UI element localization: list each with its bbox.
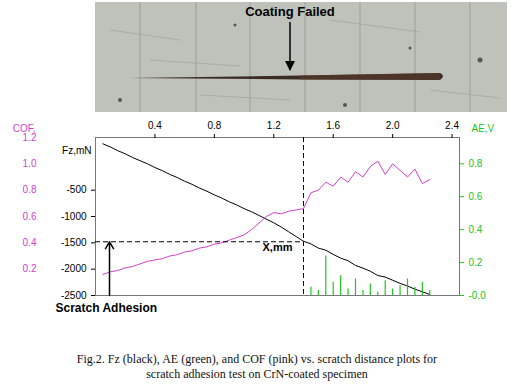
html-text:Fig.2. Fz (black), AE (green),: Fig.2. Fz (black), AE (green), and COF (… xyxy=(76,352,438,381)
svg-text:-1500: -1500 xyxy=(61,237,87,248)
svg-text:-2500: -2500 xyxy=(61,290,87,301)
svg-text:1.0: 1.0 xyxy=(23,158,37,169)
svg-text:-1000: -1000 xyxy=(61,211,87,222)
svg-text:2.4: 2.4 xyxy=(445,120,459,131)
svg-text:0.4: 0.4 xyxy=(23,237,37,248)
svg-text:-0.0: -0.0 xyxy=(469,290,487,301)
svg-text:0.2: 0.2 xyxy=(469,257,483,268)
svg-text:X,mm: X,mm xyxy=(263,241,293,253)
svg-text:0.6: 0.6 xyxy=(469,191,483,202)
svg-text:1.2: 1.2 xyxy=(267,120,281,131)
svg-text:0.8: 0.8 xyxy=(469,158,483,169)
svg-text:0.2: 0.2 xyxy=(23,263,37,274)
svg-text:0.6: 0.6 xyxy=(23,211,37,222)
svg-text:2.0: 2.0 xyxy=(386,120,400,131)
svg-text:COF,: COF, xyxy=(13,123,36,134)
svg-text:1.6: 1.6 xyxy=(326,120,340,131)
svg-text:Coating Failed: Coating Failed xyxy=(245,4,335,19)
svg-text:-2000: -2000 xyxy=(61,263,87,274)
svg-text:Fz,mN: Fz,mN xyxy=(62,145,91,156)
svg-text:0.8: 0.8 xyxy=(207,120,221,131)
svg-text:0.8: 0.8 xyxy=(23,184,37,195)
svg-text:-500: -500 xyxy=(66,184,86,195)
svg-text:AE,V: AE,V xyxy=(472,123,495,134)
svg-text:0.4: 0.4 xyxy=(148,120,162,131)
svg-text:Scratch Adhesion: Scratch Adhesion xyxy=(56,301,158,315)
svg-text:1.2: 1.2 xyxy=(22,131,37,143)
svg-text:0.4: 0.4 xyxy=(469,224,483,235)
